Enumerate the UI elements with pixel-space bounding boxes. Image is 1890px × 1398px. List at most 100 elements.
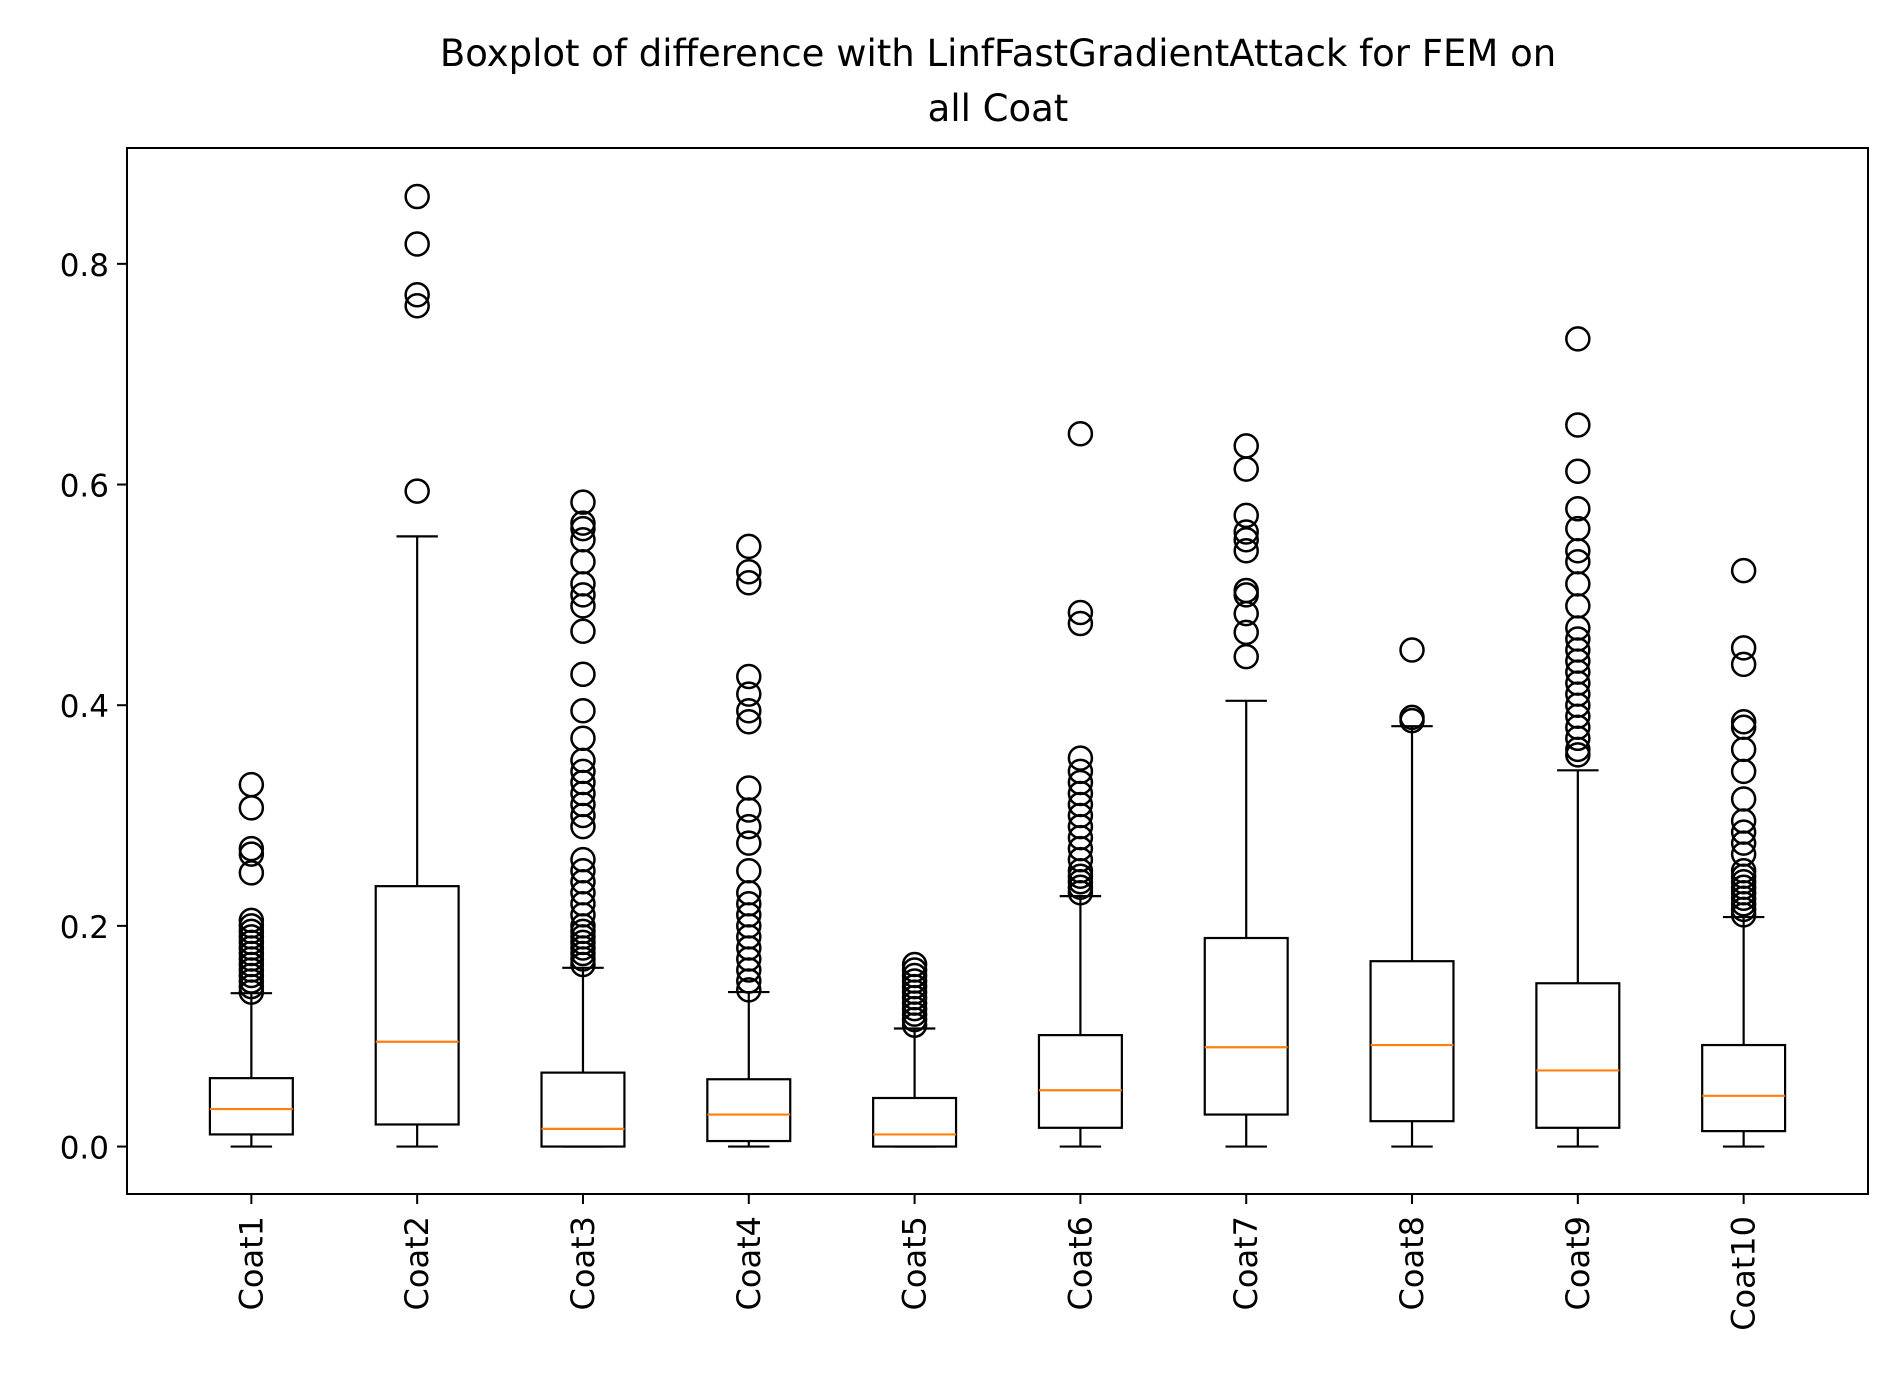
x-tick-label: Coat7 [1227, 1216, 1265, 1310]
flier-point [1730, 874, 1757, 901]
flier-point [238, 771, 265, 798]
flier-point [404, 183, 430, 210]
flier-point [736, 697, 762, 724]
plot-content [208, 183, 1787, 1148]
flier-point [901, 968, 928, 994]
y-axis: 0.0 0.2 0.4 0.6 0.8 [60, 248, 127, 1167]
flier-point [736, 533, 762, 560]
box-iqr [1701, 1043, 1787, 1133]
flier-point [736, 830, 762, 856]
flier-point [570, 489, 596, 515]
flier-point [1565, 571, 1591, 597]
flier-point [1233, 526, 1259, 553]
x-tick-label: Coat4 [730, 1216, 768, 1310]
box-group-9 [1535, 326, 1621, 1148]
flier-point [404, 231, 430, 257]
flier-point [570, 918, 596, 945]
flier-point [570, 661, 596, 688]
flier-point [1233, 643, 1259, 670]
flier-point [1233, 433, 1259, 459]
flier-point [570, 582, 596, 608]
flier-point [901, 951, 928, 978]
flier-point [736, 558, 762, 585]
flier-point [570, 549, 596, 575]
y-tick-label: 0.0 [60, 1131, 109, 1167]
flier-point [901, 962, 928, 989]
flier-point [1565, 458, 1591, 485]
flier-point [736, 813, 762, 840]
y-tick-label: 0.6 [60, 469, 109, 505]
flier-point [1067, 758, 1094, 785]
flier-point [1565, 742, 1591, 768]
box-iqr [374, 885, 460, 1126]
flier-point [238, 913, 265, 939]
flier-point [238, 860, 265, 886]
box-iqr [1037, 1034, 1123, 1129]
flier-point [1233, 619, 1259, 646]
flier-point [901, 957, 928, 983]
flier-point [736, 663, 762, 690]
flier-point [1399, 704, 1425, 731]
box-group-2 [374, 183, 460, 1148]
flier-point [238, 841, 265, 867]
flier-point [1067, 874, 1094, 901]
flier-point [1565, 593, 1591, 619]
flier-point [736, 681, 762, 707]
flier-point [570, 526, 596, 553]
flier-point [238, 795, 265, 821]
box-group-10 [1701, 557, 1787, 1148]
flier-point [1067, 745, 1094, 771]
flier-point [570, 758, 596, 785]
flier-point [1565, 515, 1591, 542]
flier-point [736, 569, 762, 596]
box-group-7 [1203, 433, 1289, 1148]
box-iqr [540, 1071, 626, 1148]
flier-point [1233, 519, 1259, 545]
x-tick-label: Coat1 [232, 1216, 270, 1310]
plot-frame [126, 147, 1869, 1195]
flier-point [1565, 626, 1591, 652]
flier-point [238, 907, 265, 934]
flier-point [1730, 868, 1757, 895]
box-iqr [1535, 982, 1621, 1129]
flier-point [570, 846, 596, 873]
flier-point [570, 515, 596, 542]
box-group-8 [1369, 637, 1455, 1148]
flier-point [1233, 577, 1259, 604]
flier-point [736, 857, 762, 884]
x-tick-label: Coat2 [398, 1216, 436, 1310]
flier-point [1067, 599, 1094, 626]
flier-point [1565, 326, 1591, 352]
flier-point [1067, 610, 1094, 637]
box-iqr [872, 1096, 958, 1148]
flier-point [404, 293, 430, 319]
flier-point [1067, 769, 1094, 796]
flier-point [570, 697, 596, 724]
flier-point [1565, 549, 1591, 575]
box-group-6 [1037, 421, 1123, 1148]
flier-point [570, 725, 596, 752]
flier-point [1233, 456, 1259, 482]
x-tick-label: Coat9 [1559, 1216, 1597, 1310]
flier-point [736, 775, 762, 801]
y-tick-label: 0.2 [60, 910, 109, 946]
flier-point [1233, 537, 1259, 564]
box-group-3 [540, 489, 626, 1148]
flier-point [570, 510, 596, 536]
flier-point [404, 478, 430, 504]
flier-point [1730, 786, 1757, 812]
flier-point [404, 281, 430, 308]
flier-point [1730, 857, 1757, 884]
x-tick-label: Coat5 [896, 1216, 934, 1310]
box-iqr [1369, 960, 1455, 1123]
box-iqr [1203, 936, 1289, 1116]
flier-point [1730, 736, 1757, 763]
flier-point [1730, 651, 1757, 678]
flier-point [736, 797, 762, 823]
flier-point [1730, 635, 1757, 661]
chart-title-line-2: all Coat [928, 87, 1069, 130]
flier-point [570, 618, 596, 645]
flier-point [1067, 421, 1094, 447]
chart-title-line-1: Boxplot of difference with LinfFastGradi… [440, 32, 1556, 75]
x-axis: Coat1 Coat2 Coat3 Coat4 Coat5 Coat6 Coat7 Coat8… [232, 1194, 1763, 1331]
